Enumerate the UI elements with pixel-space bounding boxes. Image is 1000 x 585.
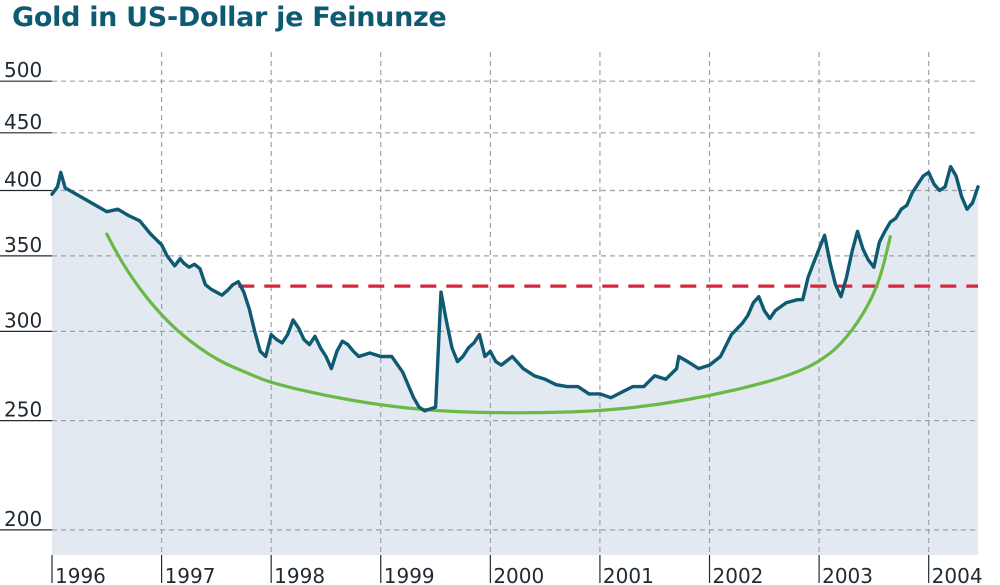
- x-tick-label: 1996: [55, 564, 106, 585]
- x-tick-label: 2000: [493, 564, 544, 585]
- y-tick-label: 300: [4, 308, 42, 332]
- y-tick-label: 200: [4, 507, 42, 531]
- x-tick-label: 1999: [384, 564, 435, 585]
- gridlines: [0, 52, 978, 583]
- x-tick-label: 1998: [274, 564, 325, 585]
- price-line-layer: [50, 164, 980, 413]
- x-tick-label: 1997: [165, 564, 216, 585]
- y-tick-label: 350: [4, 233, 42, 257]
- x-axis-ticks: 1996 1997 1998 1999 2000 2001 2002 2003 2004: [55, 564, 983, 585]
- rounding-bottom-curve: [105, 232, 892, 415]
- y-axis-ticks: 200 250 300 350 400 450 500: [4, 58, 42, 531]
- x-tick-label: 2002: [713, 564, 764, 585]
- chart-title: Gold in US-Dollar je Feinunze: [12, 2, 447, 33]
- y-tick-label: 450: [4, 110, 42, 134]
- x-tick-label: 2003: [822, 564, 873, 585]
- y-tick-label: 400: [4, 167, 42, 191]
- x-tick-label: 2001: [603, 564, 654, 585]
- y-tick-label: 250: [4, 398, 42, 422]
- gold-price-line: [50, 164, 980, 413]
- annotations-layer: [105, 232, 978, 415]
- y-tick-label: 500: [4, 58, 42, 82]
- x-tick-label: 2004: [932, 564, 983, 585]
